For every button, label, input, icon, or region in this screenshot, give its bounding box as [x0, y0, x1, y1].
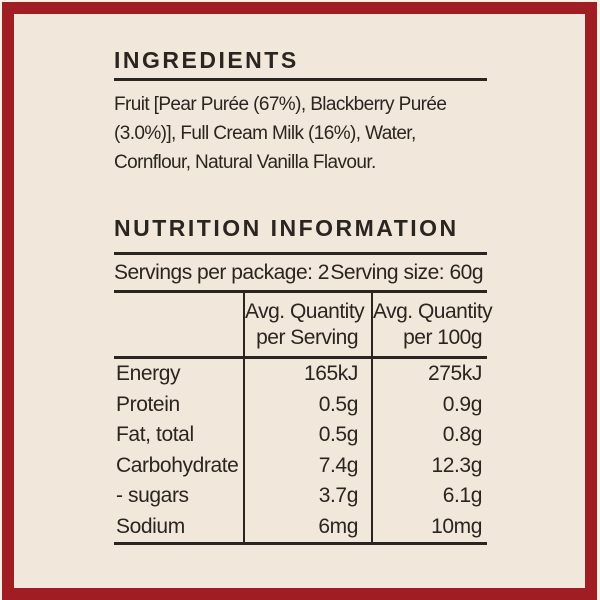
nutrition-title: NUTRITION INFORMATION: [114, 215, 459, 241]
value-per-100g: 0.9g: [371, 389, 487, 420]
ingredients-divider: [114, 78, 487, 81]
value-per-serving: 3.7g: [243, 481, 371, 512]
ingredients-line: Fruit [Pear Purée (67%), Blackberry Puré…: [114, 94, 447, 115]
value-per-100g: 275kJ: [371, 359, 487, 390]
nutrient-row-energy: Energy 165kJ 275kJ: [114, 359, 487, 390]
nutrition-table: Avg. Quantity per Serving Avg. Quantity …: [114, 290, 493, 545]
value-per-serving: 0.5g: [243, 389, 371, 420]
nutrient-label: - sugars: [116, 484, 189, 507]
value-per-100g: 12.3g: [371, 450, 487, 481]
serving-size: Serving size: 60g: [330, 260, 483, 284]
servings-row: Servings per package: 2 Serving size: 60…: [114, 255, 487, 290]
nutrition-table-header: Avg. Quantity per Serving Avg. Quantity …: [114, 293, 493, 359]
value-per-serving: 165kJ: [243, 359, 371, 390]
ingredients-line: (3.0%)], Full Cream Milk (16%), Water,: [114, 123, 416, 144]
header-per-serving-line2: per Serving: [256, 326, 358, 349]
nutrient-label: Fat, total: [116, 423, 194, 446]
header-per-100g: Avg. Quantity per 100g: [371, 293, 493, 356]
nutrient-label: Carbohydrate: [116, 453, 239, 477]
value-per-100g: 6.1g: [371, 481, 487, 512]
label-content: INGREDIENTS Fruit [Pear Purée (67%), Bla…: [114, 0, 493, 545]
header-per-100g-line1: Avg. Quantity: [373, 300, 493, 323]
ingredients-line: Cornflour, Natural Vanilla Flavour.: [114, 152, 376, 173]
value-per-100g: 0.8g: [371, 420, 487, 451]
nutrient-row-fat-total: Fat, total 0.5g 0.8g: [114, 420, 487, 451]
ingredients-title: INGREDIENTS: [114, 47, 299, 73]
header-per-100g-line2: per 100g: [403, 326, 482, 349]
value-per-100g: 10mg: [371, 511, 487, 542]
header-per-serving: Avg. Quantity per Serving: [243, 293, 371, 356]
nutrient-label: Protein: [116, 392, 180, 416]
header-per-serving-line1: Avg. Quantity: [245, 300, 365, 323]
ingredients-text: Fruit [Pear Purée (67%), Blackberry Puré…: [114, 90, 487, 177]
nutrient-label: Sodium: [116, 514, 185, 538]
nutrient-row-protein: Protein 0.5g 0.9g: [114, 389, 487, 420]
header-empty-cell: [114, 293, 243, 356]
nutrient-label: Energy: [116, 362, 181, 385]
value-per-serving: 0.5g: [243, 420, 371, 451]
nutrition-divider: [114, 252, 487, 255]
nutrient-row-carbohydrate: Carbohydrate 7.4g 12.3g: [114, 450, 487, 481]
value-per-serving: 6mg: [243, 511, 371, 542]
nutrient-row-sodium: Sodium 6mg 10mg: [114, 511, 487, 542]
servings-per-package: Servings per package: 2: [114, 260, 329, 284]
value-per-serving: 7.4g: [243, 450, 371, 481]
nutrient-row-sugars: - sugars 3.7g 6.1g: [114, 481, 487, 512]
